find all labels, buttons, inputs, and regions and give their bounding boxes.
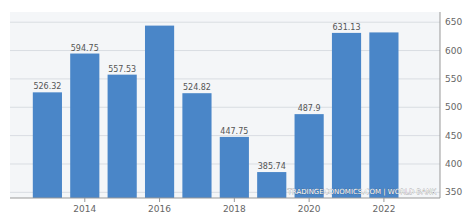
- x-axis-line: [10, 198, 440, 199]
- x-tick: [159, 198, 160, 202]
- data-label: 631.13: [333, 23, 361, 32]
- y-tick-label: 400: [445, 159, 462, 169]
- y-tick-label: 500: [445, 102, 462, 112]
- y-tick-label: 650: [445, 17, 462, 27]
- data-label: 526.32: [33, 82, 61, 91]
- bar: [295, 114, 324, 198]
- x-tick: [383, 198, 384, 202]
- data-label: 594.75: [71, 44, 99, 53]
- x-tick-label: 2016: [148, 204, 171, 214]
- data-label: 385.74: [258, 162, 286, 171]
- bar: [108, 75, 137, 198]
- watermark: TRADINGECONOMICS.COM | WORLD BANK: [287, 188, 437, 196]
- data-label: 524.82: [183, 83, 211, 92]
- x-tick-label: 2018: [223, 204, 246, 214]
- y-axis-line: [440, 12, 441, 198]
- bar: [220, 137, 249, 198]
- bars: [33, 26, 399, 198]
- bar: [33, 92, 62, 198]
- chart: 350 400 450 500 550 600 650 526.32 594.75 557.53 5…: [0, 0, 474, 220]
- data-label: 487.9: [298, 104, 321, 113]
- bar: [70, 54, 99, 198]
- grid-line: [10, 22, 440, 23]
- x-tick: [84, 198, 85, 202]
- y-tick-label: 600: [445, 46, 462, 56]
- x-tick-label: 2014: [73, 204, 96, 214]
- y-tick-label: 350: [445, 187, 462, 197]
- x-tick: [309, 198, 310, 202]
- x-tick: [234, 198, 235, 202]
- data-label: 447.75: [220, 127, 248, 136]
- x-tick-label: 2022: [372, 204, 395, 214]
- bar: [369, 32, 398, 198]
- bar: [332, 33, 361, 198]
- y-tick-label: 550: [445, 74, 462, 84]
- y-tick-label: 450: [445, 131, 462, 141]
- bar: [182, 93, 211, 198]
- data-label: 557.53: [108, 65, 136, 74]
- bar: [145, 26, 174, 198]
- x-tick-label: 2020: [298, 204, 321, 214]
- bar: [257, 172, 286, 198]
